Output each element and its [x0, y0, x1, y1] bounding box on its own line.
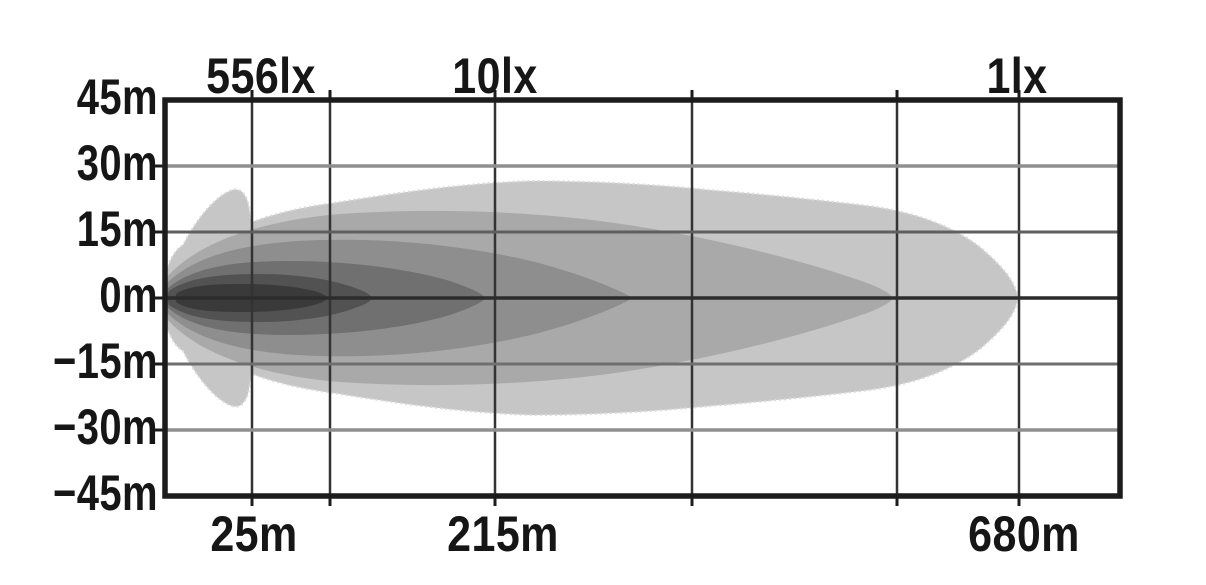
- grid-lines: [165, 100, 1120, 496]
- axis-label-bottom-distance: 680m: [968, 506, 1080, 562]
- axis-label-left-height: 45m: [77, 69, 158, 125]
- axis-label-left-height: 15m: [77, 201, 158, 257]
- plot-frame: [162, 97, 1123, 499]
- axis-label-bottom-distance: 215m: [447, 506, 559, 562]
- plot-border: [162, 97, 1123, 499]
- axis-ticks: [155, 90, 1021, 506]
- axis-label-top-lux: 10lx: [452, 48, 537, 104]
- axis-label-top-lux: 556lx: [206, 48, 316, 104]
- axis-label-left-height: −30m: [53, 399, 158, 455]
- axis-label-bottom-distance: 25m: [210, 506, 297, 562]
- axis-labels: 556lx 10lx 1lx 25m 215m 680m 45m 30m 15m 0m −15m −3…: [53, 48, 1080, 562]
- axis-label-left-height: −15m: [53, 333, 158, 389]
- axis-label-top-lux: 1lx: [986, 48, 1047, 104]
- axis-label-left-height: −45m: [53, 465, 158, 521]
- axis-label-left-height: 30m: [77, 135, 158, 191]
- axis-label-left-height: 0m: [99, 267, 158, 323]
